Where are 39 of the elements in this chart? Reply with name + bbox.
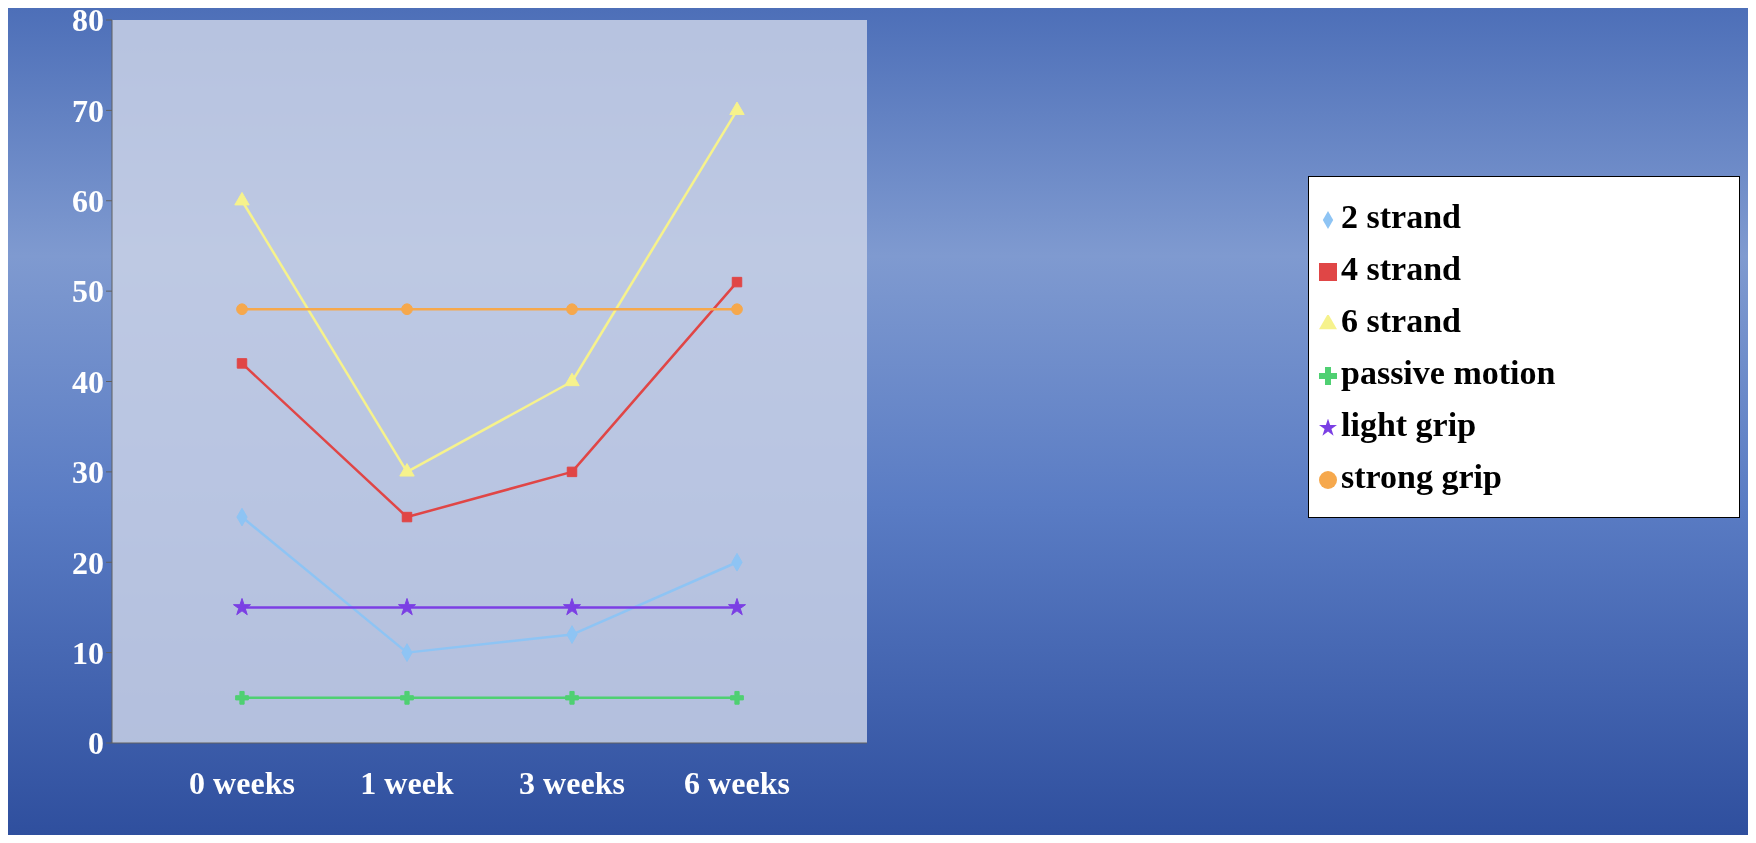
y-tick-label: 80 <box>72 2 104 39</box>
point <box>236 358 248 369</box>
legend-label: 2 strand <box>1341 198 1461 235</box>
y-tick-label: 10 <box>72 634 104 671</box>
y-tick-label: 30 <box>72 454 104 491</box>
legend-label: strong grip <box>1341 458 1502 495</box>
point <box>565 690 579 705</box>
legend-label: 4 strand <box>1341 250 1461 287</box>
point <box>232 597 252 616</box>
y-tick-label: 0 <box>88 725 104 762</box>
legend-label: passive motion <box>1341 354 1556 391</box>
y-tick-label: 70 <box>72 92 104 129</box>
point <box>727 597 747 616</box>
point <box>566 466 578 478</box>
legend-label: light grip <box>1341 406 1477 443</box>
y-tick-label: 20 <box>72 544 104 581</box>
point <box>234 191 250 206</box>
point <box>562 597 582 616</box>
y-tick-label: 50 <box>72 273 104 310</box>
point <box>730 690 744 705</box>
point <box>731 303 743 316</box>
point <box>401 511 413 523</box>
point <box>564 372 580 387</box>
y-tick-label: 40 <box>72 363 104 400</box>
y-tick-label: 60 <box>72 183 104 220</box>
point <box>566 303 578 316</box>
point <box>399 463 415 477</box>
legend-label: 6 strand <box>1341 302 1461 339</box>
point <box>397 597 417 616</box>
x-tick-label: 6 weeks <box>684 764 790 801</box>
point <box>236 303 248 316</box>
point <box>400 690 414 705</box>
x-tick-label: 3 weeks <box>519 764 625 801</box>
point <box>731 276 743 288</box>
x-tick-label: 0 weeks <box>189 764 295 801</box>
x-tick-label: 1 week <box>360 764 454 801</box>
point <box>235 690 249 705</box>
point <box>729 101 745 116</box>
point <box>401 303 413 316</box>
